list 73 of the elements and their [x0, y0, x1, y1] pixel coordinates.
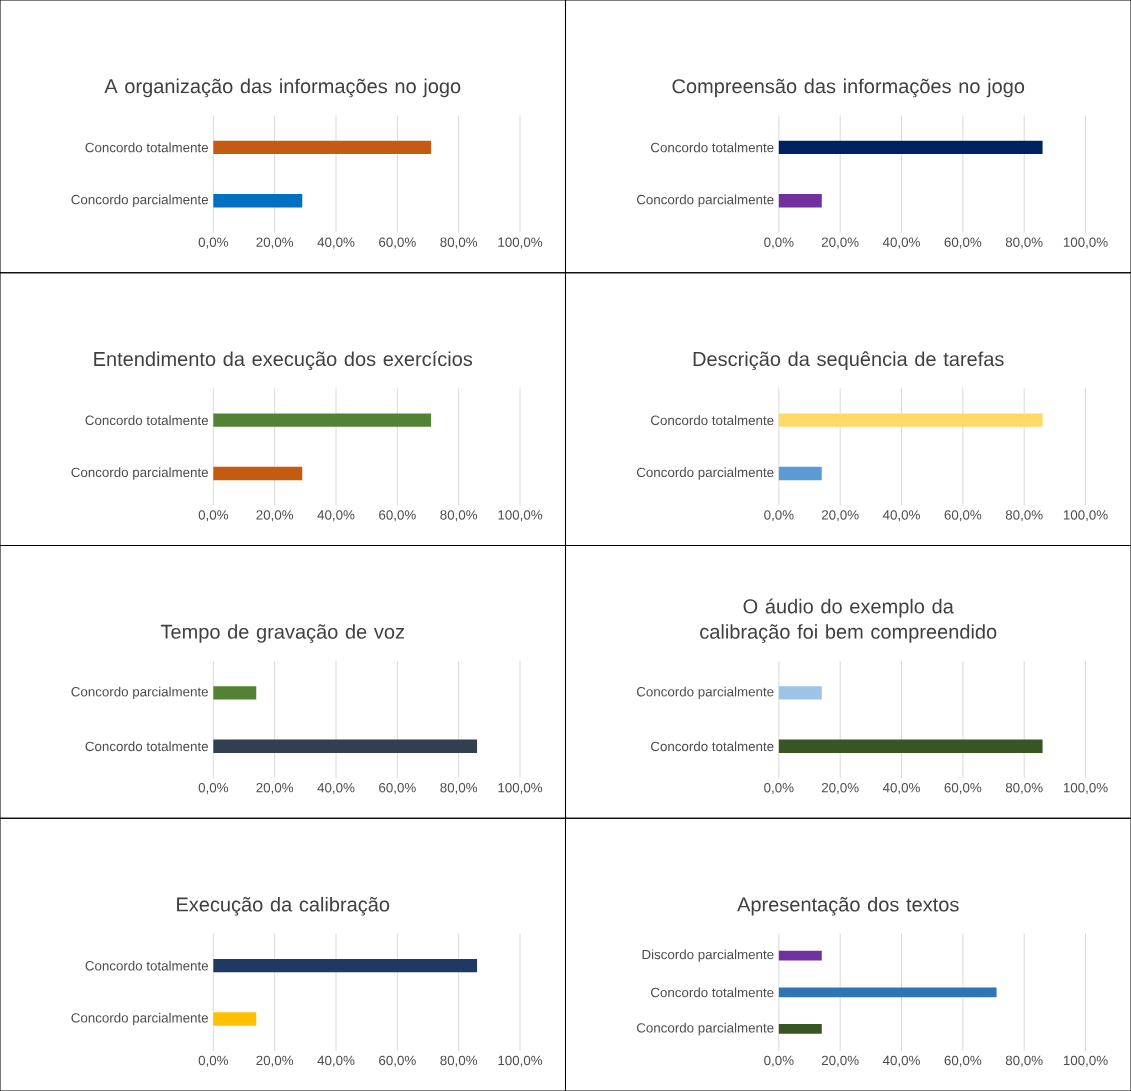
- chart-title: Entendimento da execução dos exercícios: [94, 351, 473, 371]
- x-tick-label: 20,0%: [256, 510, 294, 522]
- x-tick-label: 60,0%: [379, 510, 416, 522]
- x-tick-label: 20,0%: [821, 237, 859, 249]
- y-tick-label: Concordo parcialmente: [636, 467, 774, 480]
- x-tick-label: 100,0%: [498, 510, 543, 522]
- x-tick-label: 0,0%: [198, 510, 229, 522]
- y-tick-label: Concordo parcialmente: [636, 194, 774, 207]
- x-tick-label: 80,0%: [440, 782, 478, 794]
- x-tick-label: 60,0%: [379, 1055, 416, 1067]
- x-tick-label: 40,0%: [882, 510, 920, 522]
- x-tick-label: 100,0%: [1063, 510, 1108, 522]
- x-tick-label: 40,0%: [882, 237, 920, 249]
- y-tick-label: Discordo parcialmente: [642, 949, 774, 962]
- x-tick-label: 20,0%: [256, 1055, 294, 1067]
- x-tick-label: 100,0%: [1063, 1055, 1108, 1067]
- x-tick-label: 80,0%: [1005, 1055, 1043, 1067]
- x-tick-label: 40,0%: [882, 782, 920, 794]
- y-tick-label: Concordo totalmente: [85, 960, 208, 971]
- x-tick-label: 0,0%: [198, 1055, 229, 1067]
- chart-title: Compreensão das informações no jogo: [672, 78, 1025, 98]
- chart-title: Execução da calibração: [177, 896, 390, 916]
- y-tick-label: Concordo parcialmente: [636, 686, 774, 700]
- x-tick-label: 40,0%: [317, 782, 355, 794]
- x-tick-label: 60,0%: [944, 237, 982, 249]
- x-tick-label: 20,0%: [256, 237, 294, 249]
- x-tick-label: 0,0%: [198, 237, 229, 249]
- chart-title: Apresentação dos textos: [737, 896, 959, 916]
- x-tick-label: 40,0%: [317, 237, 355, 249]
- x-tick-label: 100,0%: [498, 237, 543, 249]
- y-tick-label: Concordo totalmente: [651, 415, 774, 426]
- y-tick-label: Concordo parcialmente: [636, 1022, 774, 1036]
- x-tick-label: 20,0%: [821, 510, 859, 522]
- x-tick-label: 80,0%: [1005, 782, 1043, 794]
- x-tick-label: 60,0%: [379, 782, 416, 794]
- y-tick-label: Concordo totalmente: [85, 741, 208, 752]
- y-tick-label: Concordo totalmente: [85, 142, 208, 153]
- x-tick-label: 20,0%: [821, 1055, 859, 1067]
- x-tick-label: 80,0%: [440, 237, 478, 249]
- x-tick-label: 100,0%: [498, 1055, 543, 1067]
- x-tick-label: 40,0%: [317, 510, 355, 522]
- y-tick-label: Concordo totalmente: [85, 415, 208, 426]
- chart-title: Tempo de gravação de voz: [160, 624, 404, 643]
- x-tick-label: 60,0%: [944, 782, 982, 794]
- y-tick-label: Concordo totalmente: [651, 741, 774, 752]
- x-tick-label: 100,0%: [498, 782, 543, 794]
- y-tick-label: Concordo parcialmente: [71, 194, 208, 207]
- x-tick-label: 0,0%: [764, 782, 794, 794]
- x-tick-label: 100,0%: [1063, 237, 1108, 249]
- x-tick-label: 0,0%: [764, 1055, 794, 1067]
- x-tick-label: 0,0%: [764, 510, 794, 522]
- x-tick-label: 80,0%: [1005, 510, 1043, 522]
- y-tick-label: Concordo totalmente: [651, 142, 774, 153]
- chart-title: A organização das informações no jogo: [104, 78, 461, 98]
- x-tick-label: 80,0%: [440, 510, 478, 522]
- y-tick-label: Concordo parcialmente: [71, 467, 208, 480]
- x-tick-label: 80,0%: [440, 1055, 478, 1067]
- x-tick-label: 60,0%: [379, 237, 416, 249]
- x-tick-label: 60,0%: [944, 510, 982, 522]
- x-tick-label: 40,0%: [882, 1055, 920, 1067]
- x-tick-label: 80,0%: [1005, 237, 1043, 249]
- x-tick-label: 60,0%: [944, 1055, 982, 1067]
- x-tick-label: 0,0%: [198, 782, 229, 794]
- chart-title: Descrição da sequência de tarefas: [693, 351, 1004, 371]
- x-tick-label: 100,0%: [1063, 782, 1108, 794]
- x-tick-label: 40,0%: [317, 1055, 355, 1067]
- x-tick-label: 20,0%: [821, 782, 859, 794]
- chart-title: O áudio do exemplo da calibração foi bem compreendido: [700, 598, 997, 643]
- x-tick-label: 0,0%: [764, 237, 794, 249]
- x-tick-label: 20,0%: [256, 782, 294, 794]
- y-tick-label: Concordo totalmente: [651, 987, 774, 998]
- y-tick-label: Concordo parcialmente: [71, 686, 208, 700]
- y-tick-label: Concordo parcialmente: [71, 1012, 208, 1026]
